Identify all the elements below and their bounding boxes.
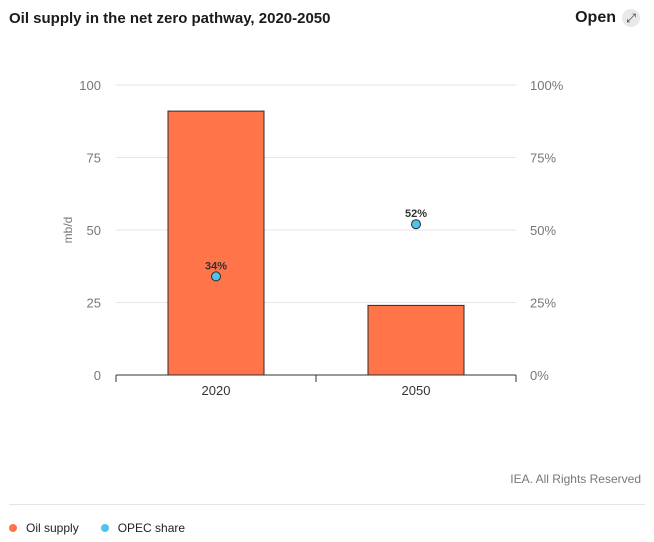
legend-dot-oil-supply — [9, 524, 17, 532]
legend-item-oil-supply[interactable]: Oil supply — [9, 521, 79, 535]
y2-tick-label: 25% — [530, 296, 556, 311]
legend: Oil supply OPEC share — [9, 521, 185, 535]
legend-item-opec-share[interactable]: OPEC share — [100, 521, 186, 535]
y-tick-label: 100 — [79, 78, 101, 93]
divider — [9, 504, 645, 505]
x-axis — [115, 374, 517, 382]
y-tick-label: 0 — [94, 368, 101, 383]
open-button[interactable]: Open ⤢ — [575, 9, 640, 27]
bar-oil-supply-2020[interactable] — [167, 110, 265, 376]
point-opec-share-2050[interactable] — [411, 219, 421, 230]
x-tick-label: 2050 — [402, 383, 431, 398]
y2-tick-label: 50% — [530, 223, 556, 238]
credit-text: IEA. All Rights Reserved — [510, 472, 641, 486]
y-axis-label: mb/d — [61, 217, 75, 244]
y2-tick-label: 0% — [530, 368, 549, 383]
x-tick-label: 2020 — [202, 383, 231, 398]
y2-tick-label: 75% — [530, 151, 556, 166]
y2-tick-label: 100% — [530, 78, 564, 93]
legend-label-oil-supply: Oil supply — [26, 521, 79, 535]
legend-label-opec-share: OPEC share — [117, 521, 186, 535]
opec-points: 34% 52% — [205, 208, 427, 282]
bar-oil-supply-2050[interactable] — [367, 304, 465, 376]
y-tick-label: 50 — [87, 223, 101, 238]
data-label-opec-share: 52% — [405, 208, 427, 220]
tick-labels: 0 0% 25 25% 50 50% 75 75% 100 100% 2020 2050 — [79, 78, 563, 398]
y-tick-label: 25 — [87, 296, 101, 311]
point-opec-share-2020[interactable] — [211, 271, 221, 282]
legend-dot-opec-share — [100, 524, 109, 532]
expand-arrows-icon: ⤢ — [622, 9, 640, 27]
open-label: Open — [575, 9, 616, 26]
chart-title: Oil supply in the net zero pathway, 2020… — [9, 10, 331, 27]
chart-area: 0 0% 25 25% 50 50% 75 75% 100 100% 2020 2050 34% 52%… — [61, 78, 564, 398]
y-tick-label: 75 — [87, 151, 101, 166]
bars — [167, 110, 465, 376]
data-label-opec-share: 34% — [205, 260, 227, 272]
